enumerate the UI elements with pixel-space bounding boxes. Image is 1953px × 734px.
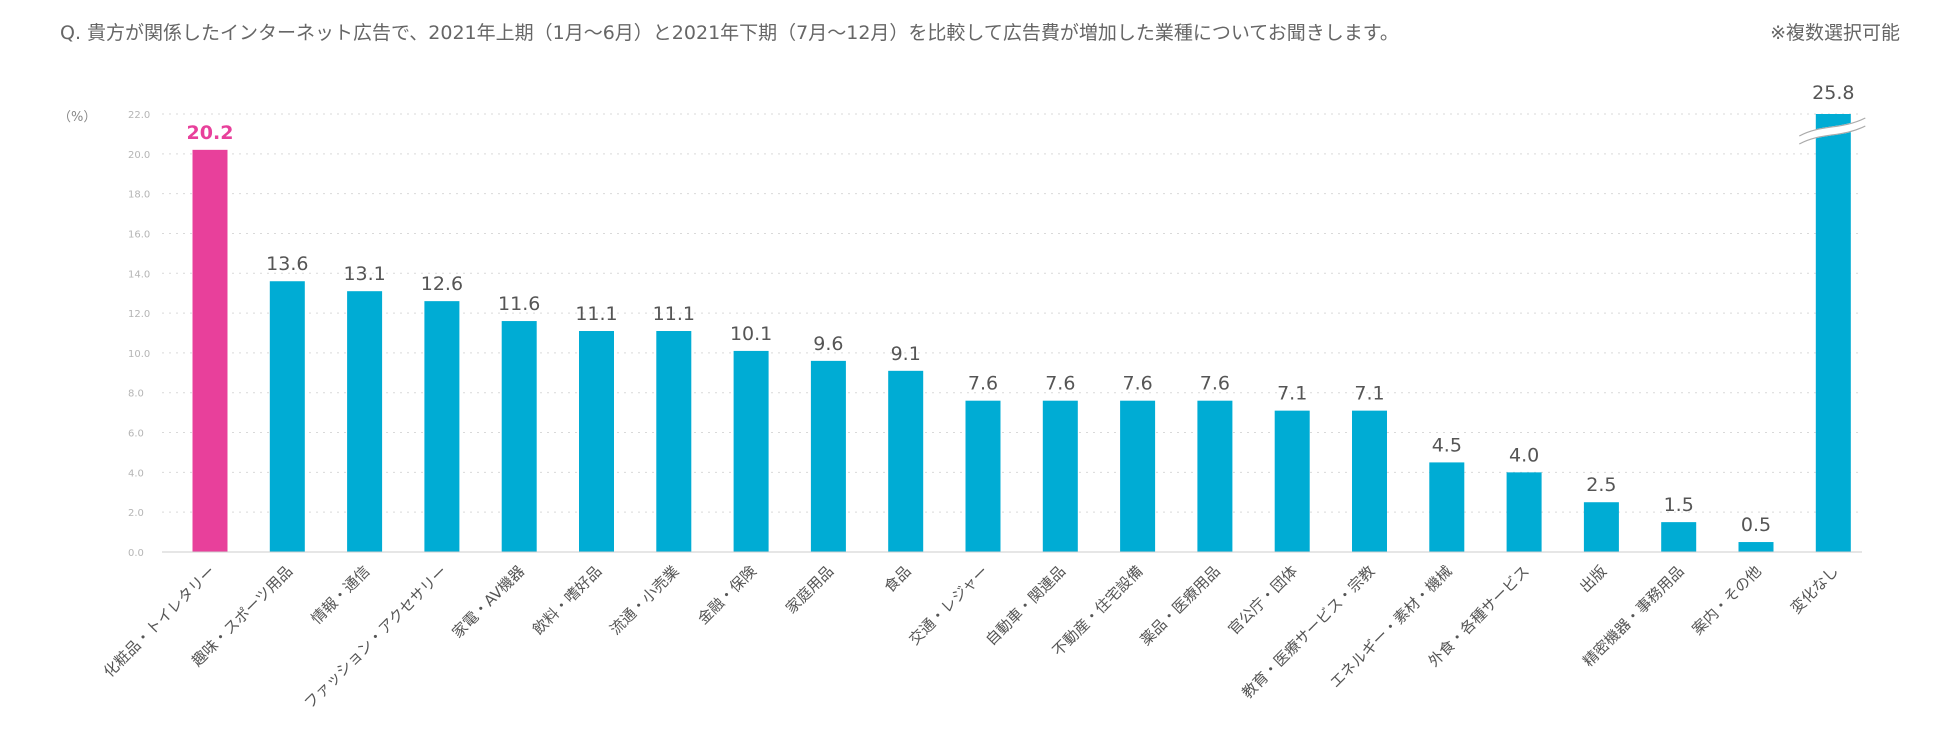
value-label: 11.1 [653,303,695,325]
category-label: 情報・通信 [308,562,374,628]
y-tick-label: 4.0 [128,468,144,479]
value-label: 7.1 [1354,383,1384,405]
category-label: 家電・AV機器 [448,562,528,642]
bar-20 [1738,542,1774,552]
bar-6 [656,331,692,552]
category-label: 飲料・嗜好品 [529,562,605,638]
bar-14 [1274,410,1310,552]
y-tick-label: 18.0 [128,190,150,201]
y-axis-unit-label: （%） [58,110,96,125]
bar-12 [1120,400,1156,552]
bar-8 [810,360,846,552]
bar-11 [1042,400,1078,552]
value-label: 7.6 [1045,373,1075,395]
y-tick-label: 16.0 [128,229,150,240]
value-label: 7.6 [968,373,998,395]
bar-15 [1352,410,1387,552]
category-label: 案内・その他 [1688,562,1764,638]
category-label: 出版 [1576,562,1610,596]
bar-5 [579,331,614,552]
y-tick-label: 2.0 [128,508,144,519]
bar-10 [965,400,1001,552]
bars [192,114,1868,552]
value-label: 9.6 [813,333,843,355]
bar-13 [1197,400,1233,552]
bar-9 [888,370,924,552]
value-label: 13.1 [343,263,385,285]
axis-break-mark-lower [1799,125,1866,145]
bar-21 [1815,114,1851,552]
y-tick-label: 6.0 [128,429,144,440]
y-tick-label: 12.0 [128,309,150,320]
y-tick-label: 20.0 [128,150,150,161]
bar-7 [733,350,769,552]
bar-1 [269,281,305,552]
category-label: 金融・保険 [694,562,760,628]
y-tick-label: 8.0 [128,389,144,400]
category-label: 自動車・関連品 [982,562,1069,649]
category-label: 流通・小売業 [606,562,682,638]
category-label: 交通・レジャー [905,562,991,648]
axis-break-gap [1797,117,1868,145]
value-label: 7.1 [1277,383,1307,405]
y-axis-ticks: 0.0 2.0 4.0 6.0 8.0 10.0 12.0 14.0 16.0 18.0 20.0 2… [128,110,150,559]
value-label: 2.5 [1586,474,1616,496]
value-label: 0.5 [1741,514,1771,536]
value-label: 1.5 [1664,494,1694,516]
value-label: 4.5 [1432,434,1462,456]
value-label: 11.1 [575,303,617,325]
value-label: 25.8 [1812,82,1854,104]
question-header: Q. 貴方が関係したインターネット広告で、2021年上期（1月～6月）と2021… [60,18,1900,52]
y-tick-label: 14.0 [128,269,150,280]
value-label: 10.1 [730,323,772,345]
bar-4 [501,321,537,552]
axis-break-mark-upper [1799,117,1866,137]
y-tick-label: 22.0 [128,110,150,121]
multiple-choice-note: ※複数選択可能 [1770,22,1900,44]
y-tick-label: 10.0 [128,349,150,360]
category-label: 教育・医療サービス・宗教 [1238,562,1378,702]
value-label: 11.6 [498,293,540,315]
value-label: 13.6 [266,253,308,275]
bar-19 [1661,522,1697,552]
bar-0 [192,149,228,552]
question-text: Q. 貴方が関係したインターネット広告で、2021年上期（1月～6月）と2021… [60,22,1399,44]
category-label: 家庭用品 [782,562,837,617]
bar-18 [1583,502,1619,552]
value-label: 9.1 [891,343,921,365]
category-label: ファッション・アクセサリー [301,562,451,712]
bar-16 [1429,462,1465,552]
value-label: 20.2 [187,122,234,144]
value-label: 12.6 [421,273,463,295]
category-label: 食品 [881,562,915,596]
value-label: 4.0 [1509,444,1539,466]
bar-17 [1506,472,1542,552]
category-label: 薬品・医療用品 [1137,562,1224,649]
bar-2 [347,291,383,552]
category-label: 変化なし [1787,562,1842,617]
bar-3 [424,301,460,552]
value-label: 7.6 [1122,373,1152,395]
category-label: 官公庁・団体 [1225,562,1301,638]
y-tick-label: 0.0 [128,548,144,559]
value-labels: 20.2 13.6 13.1 12.6 11.6 11.1 11.1 10.1 9.6 9.1 7.… [187,82,1855,536]
gridlines [162,113,1862,513]
value-label: 7.6 [1200,373,1230,395]
